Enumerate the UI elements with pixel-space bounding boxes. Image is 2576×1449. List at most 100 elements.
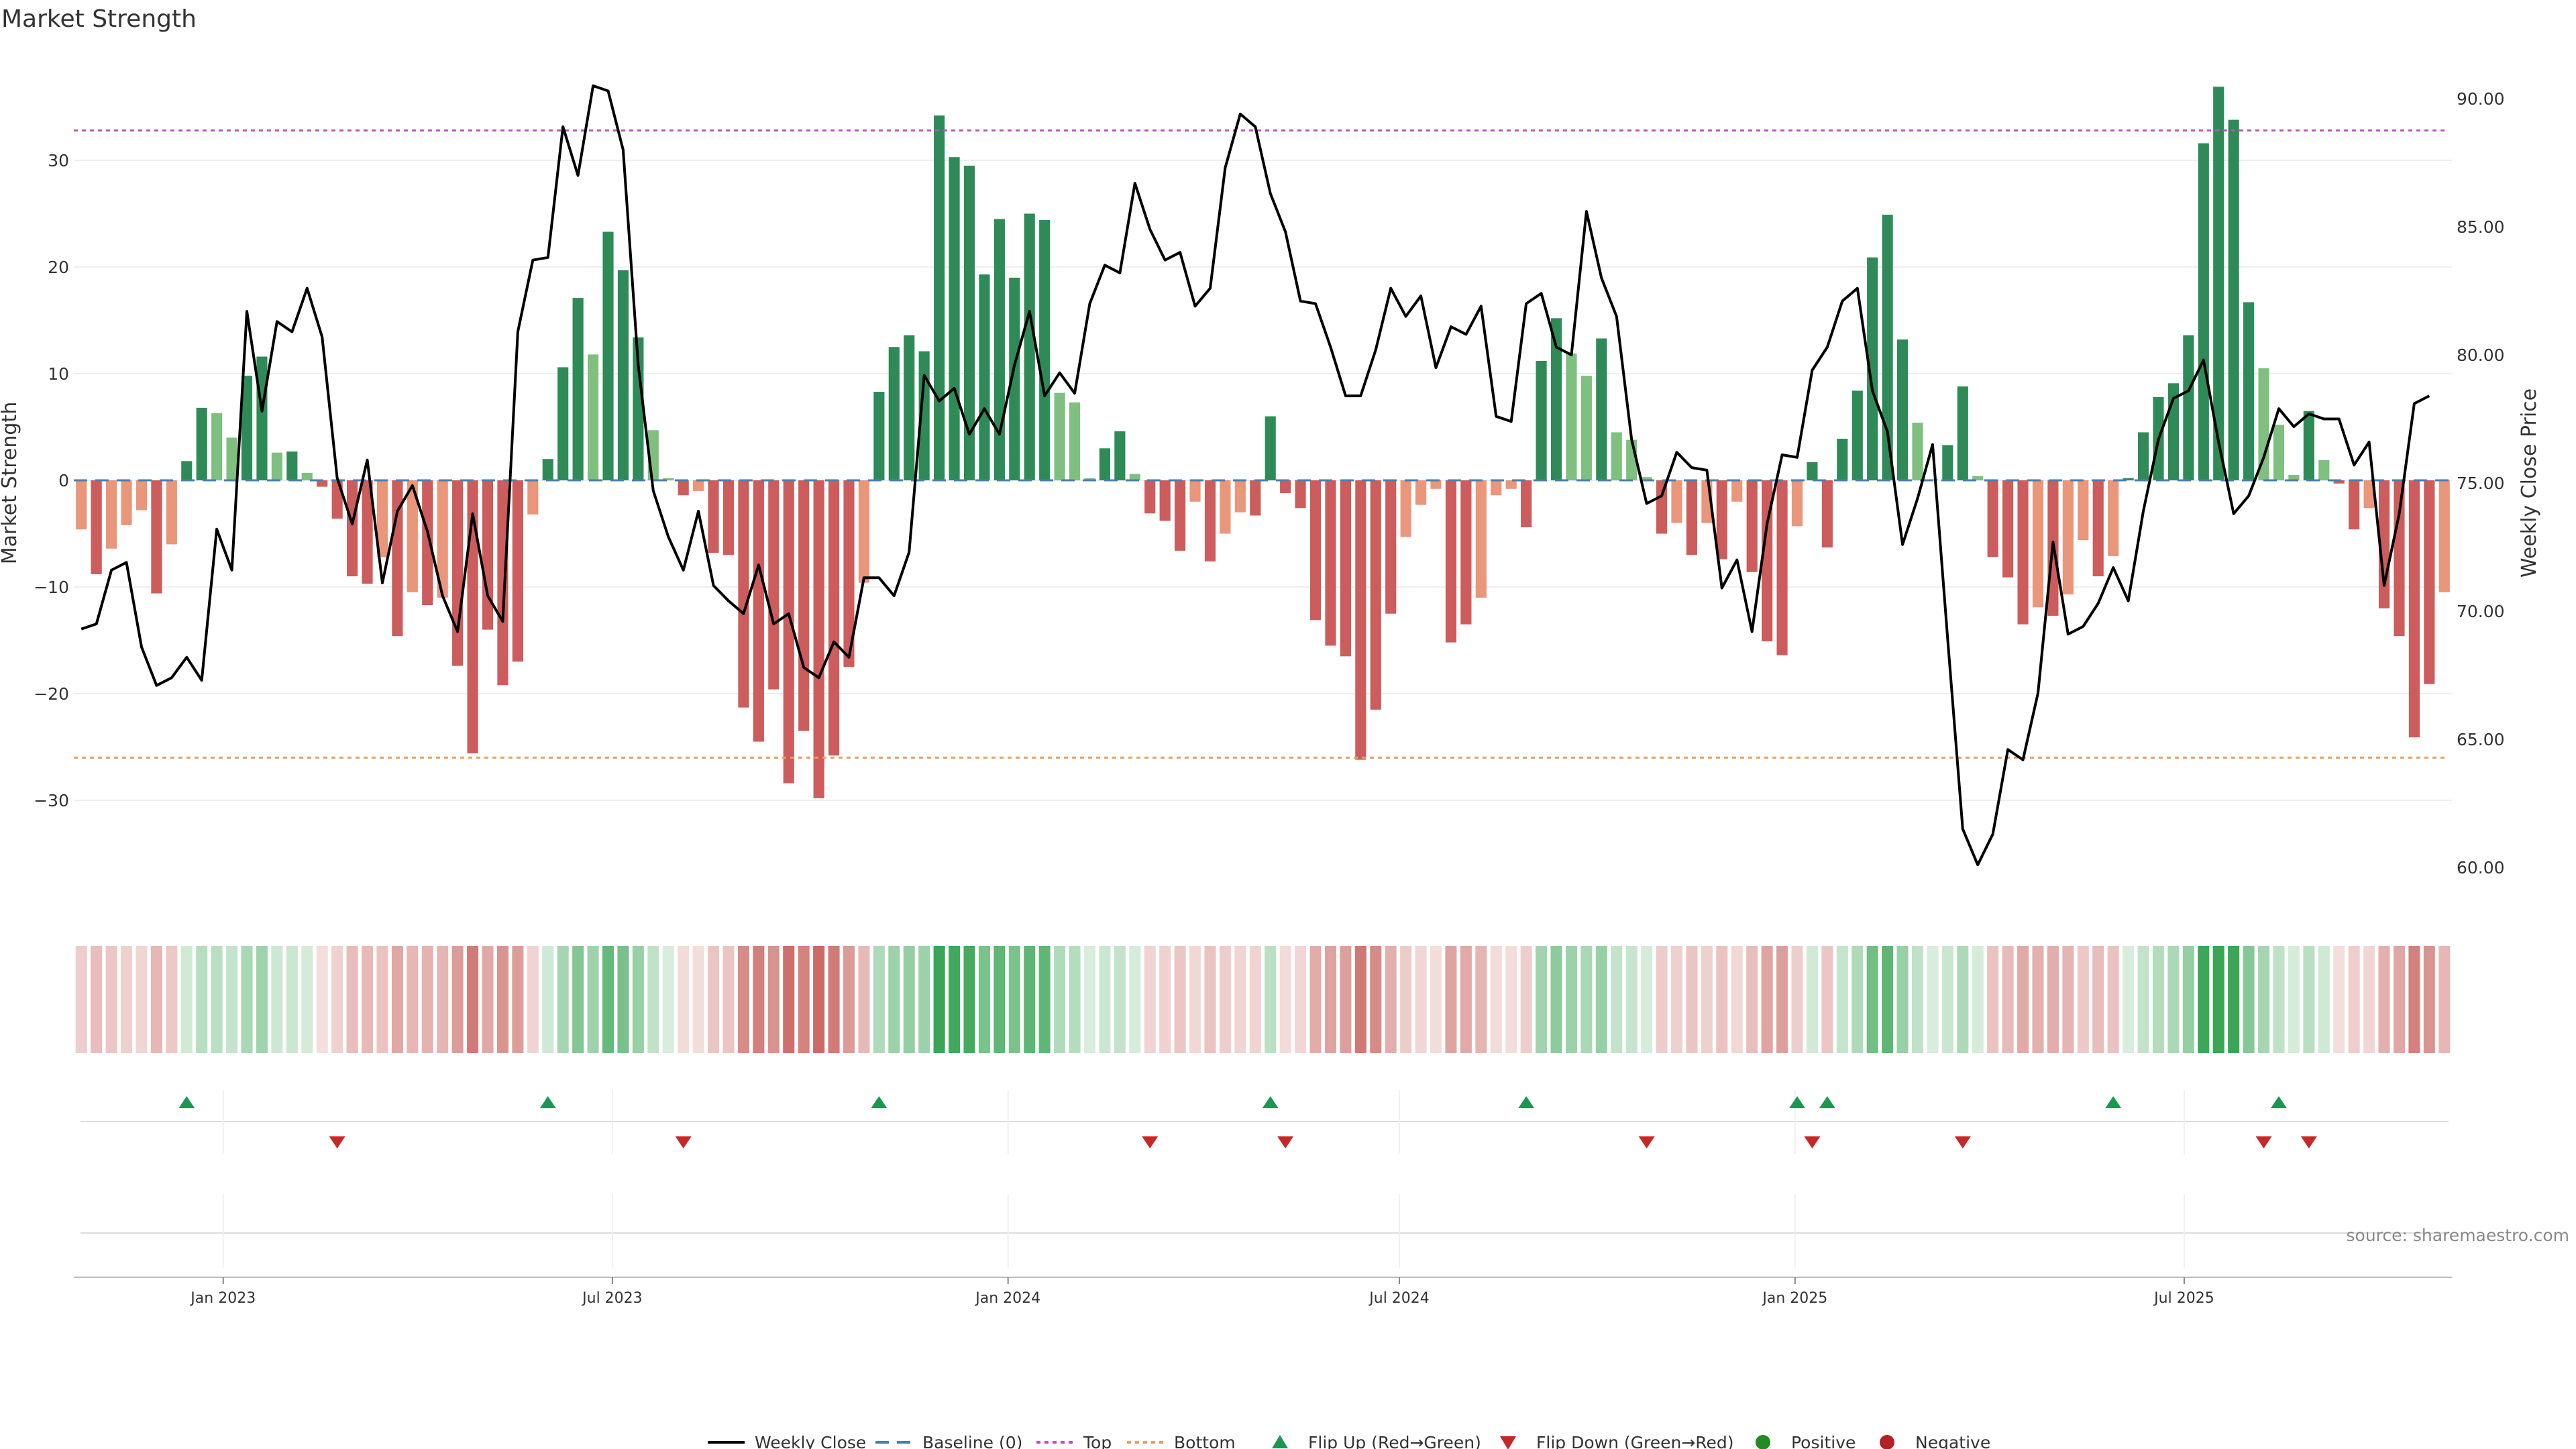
- strength-bar: [166, 480, 177, 545]
- strength-bar: [2438, 480, 2450, 592]
- heat-cell: [2258, 946, 2270, 1053]
- strength-bar: [376, 480, 388, 557]
- legend-swatch-positive: [1756, 1435, 1770, 1449]
- heat-cell: [798, 946, 810, 1053]
- right-axis-ticks: 60.00 65.00 70.00 75.00 80.00 85.00 90.00: [2457, 89, 2505, 877]
- heat-cell: [2077, 946, 2089, 1053]
- strength-bar: [587, 354, 599, 480]
- heat-cell: [737, 946, 749, 1053]
- strength-bar: [1671, 480, 1682, 523]
- heat-cell: [572, 946, 584, 1053]
- strength-bar: [722, 480, 735, 555]
- reference-lines: [74, 129, 2449, 759]
- strength-bar: [617, 270, 629, 480]
- strength-bar: [452, 480, 464, 666]
- strength-bar: [1896, 339, 1909, 480]
- heat-cell: [1941, 946, 1953, 1053]
- strength-bar: [633, 337, 644, 480]
- legend-label: Flip Down (Green→Red): [1536, 1433, 1734, 1449]
- heat-cell: [1129, 946, 1141, 1053]
- flip-up-marker: [178, 1096, 195, 1108]
- strength-bar: [2273, 425, 2285, 480]
- flip-down-marker: [1142, 1136, 1159, 1148]
- heat-cell: [1219, 946, 1231, 1053]
- heat-cell: [783, 946, 795, 1053]
- heat-cell: [813, 946, 825, 1053]
- strength-bar: [1370, 480, 1381, 710]
- heat-cell: [1686, 946, 1698, 1053]
- flip-up-marker: [1789, 1096, 1806, 1108]
- heat-cell: [1670, 946, 1683, 1053]
- strength-bar: [2228, 119, 2239, 480]
- heat-cell: [136, 946, 148, 1053]
- heat-cell: [767, 946, 780, 1053]
- heat-cell: [1114, 946, 1126, 1053]
- heat-cell: [949, 946, 961, 1053]
- strength-bar: [136, 480, 148, 511]
- strength-bar: [301, 472, 313, 480]
- heat-cell: [933, 946, 945, 1053]
- strength-bar: [1987, 480, 1998, 557]
- legend: Weekly Close Baseline (0) Top Bottom Flip Up…: [708, 1433, 1990, 1449]
- heat-cell: [1866, 946, 1878, 1053]
- heat-cell: [1611, 946, 1623, 1053]
- heat-cell: [451, 946, 464, 1053]
- heat-cell: [963, 946, 975, 1053]
- strength-bar: [1596, 338, 1607, 480]
- flip-down-marker: [329, 1136, 345, 1148]
- heat-cell: [2152, 946, 2165, 1053]
- x-tick-label: Jan 2025: [1761, 1290, 1827, 1307]
- heat-cell: [467, 946, 479, 1053]
- heat-cell: [1882, 946, 1894, 1053]
- strength-bar: [2408, 480, 2420, 738]
- strength-bar: [1580, 376, 1592, 480]
- legend-label: Negative: [1915, 1433, 1990, 1449]
- strength-bar: [858, 480, 870, 583]
- strength-bar: [949, 157, 960, 481]
- strength-bar: [106, 480, 117, 549]
- strength-bar: [1189, 480, 1201, 502]
- heat-cell: [346, 946, 358, 1053]
- heat-cell: [1550, 946, 1562, 1053]
- heat-cell: [1836, 946, 1848, 1053]
- heat-cell: [2107, 946, 2119, 1053]
- heat-cell: [91, 946, 103, 1053]
- flip-down-marker: [2300, 1136, 2317, 1148]
- heat-cell: [512, 946, 524, 1053]
- heat-cell: [1791, 946, 1803, 1053]
- strength-bar: [1054, 392, 1065, 480]
- strength-bar: [663, 478, 674, 480]
- x-tick-label: Jul 2024: [1368, 1290, 1430, 1307]
- heat-cell: [1234, 946, 1246, 1053]
- heat-cell: [1159, 946, 1171, 1053]
- strength-bar: [994, 219, 1005, 480]
- flip-down-marker: [2255, 1136, 2272, 1148]
- heat-cell: [994, 946, 1006, 1053]
- strength-bar: [828, 480, 840, 756]
- heat-cell: [1324, 946, 1336, 1053]
- heat-cell: [753, 946, 765, 1053]
- heat-cell: [271, 946, 283, 1053]
- strength-bar: [1159, 480, 1171, 521]
- heat-cell: [2318, 946, 2330, 1053]
- strength-bar: [121, 480, 132, 525]
- heat-cell: [617, 946, 629, 1053]
- heat-cell: [1475, 946, 1487, 1053]
- right-tick-label: 85.00: [2457, 217, 2505, 237]
- strength-bar: [1204, 480, 1216, 561]
- heat-cell: [873, 946, 885, 1053]
- heat-cell: [1354, 946, 1366, 1053]
- strength-bar: [482, 480, 494, 630]
- left-tick-label: 30: [48, 151, 69, 170]
- left-tick-label: −20: [34, 684, 69, 704]
- legend-label: Weekly Close: [755, 1433, 866, 1449]
- legend-label: Baseline (0): [922, 1433, 1022, 1449]
- strength-bar: [2333, 480, 2345, 484]
- flip-down-marker: [1954, 1136, 1971, 1148]
- strength-bar: [963, 165, 975, 480]
- heat-cell: [196, 946, 208, 1053]
- strength-bar: [2123, 478, 2134, 480]
- heat-cell: [1911, 946, 1924, 1053]
- heat-cell: [2182, 946, 2194, 1053]
- strength-bar: [1084, 478, 1095, 480]
